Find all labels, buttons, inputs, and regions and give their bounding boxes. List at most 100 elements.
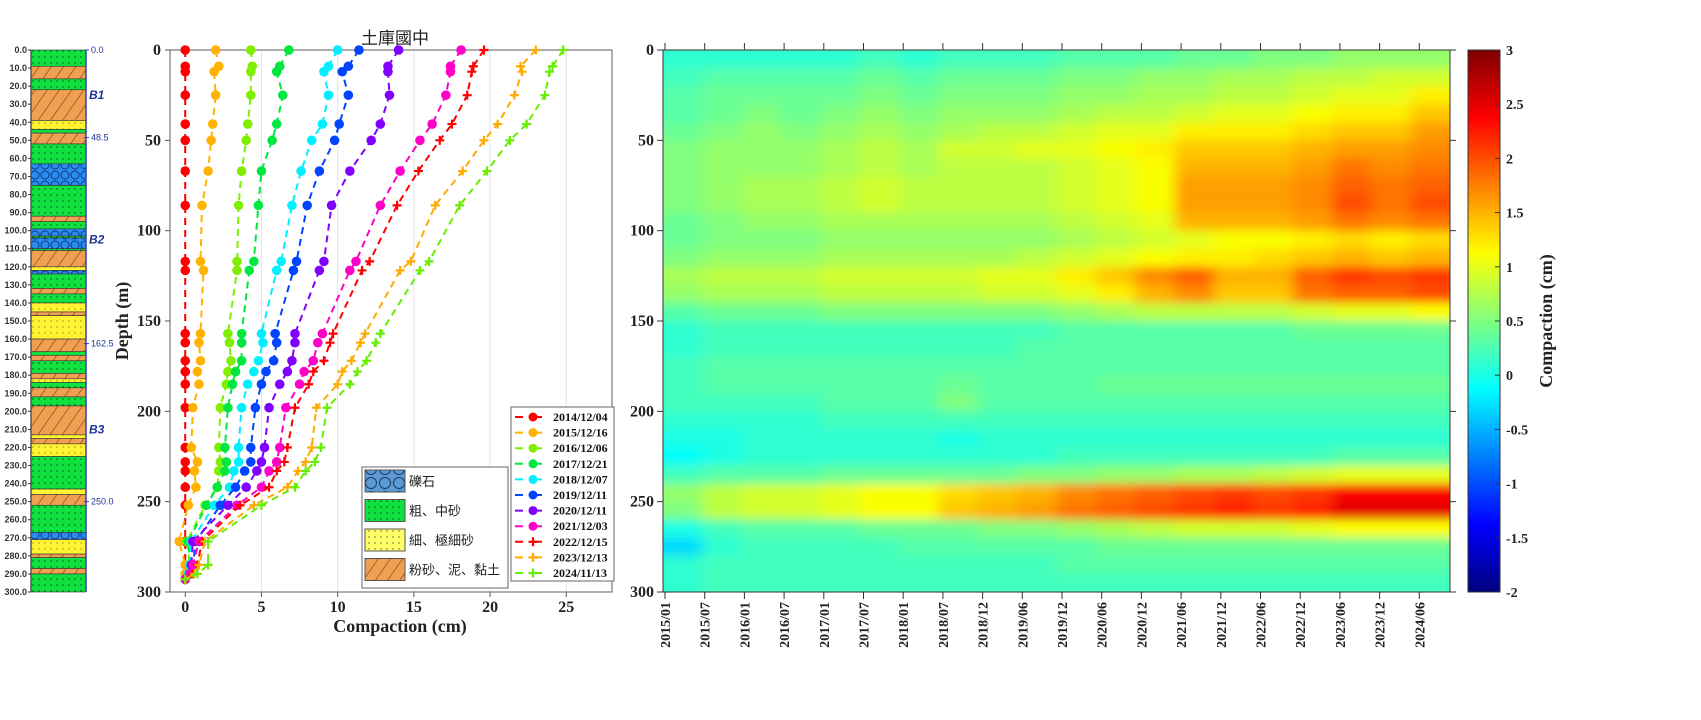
data-point — [230, 482, 241, 493]
data-point — [314, 265, 325, 276]
heatmap-cell — [1213, 284, 1254, 304]
heatmap-cell — [1331, 104, 1372, 123]
heatmap-cell — [1095, 50, 1136, 69]
heatmap-cell — [781, 266, 821, 286]
heatmap-cell — [702, 429, 743, 448]
heatmap-cell — [1017, 483, 1057, 503]
heatmap-cell — [1292, 122, 1333, 141]
data-point — [203, 560, 213, 570]
heatmap-cell — [859, 321, 900, 340]
heatmap-cell — [938, 104, 979, 123]
heatmap-cell — [1056, 284, 1097, 304]
heatmap-cell — [1174, 50, 1215, 69]
heatmap-cell — [1253, 194, 1294, 214]
data-point — [236, 402, 247, 413]
data-point — [233, 200, 244, 211]
heatmap-cell — [1331, 411, 1372, 430]
data-point — [180, 402, 191, 413]
data-point — [301, 466, 311, 476]
heatmap-cell — [1292, 284, 1333, 304]
data-point — [256, 328, 267, 339]
heatmap-cell — [702, 573, 743, 592]
heatmap-cell — [1371, 411, 1412, 430]
heatmap-cell — [663, 393, 703, 412]
heatmap-cell — [1292, 104, 1333, 123]
x-tick-label: 2022/12 — [1294, 602, 1309, 648]
heatmap-cell — [859, 158, 900, 177]
layer-S — [30, 250, 87, 268]
legend-label: 2020/12/11 — [553, 504, 607, 518]
heatmap-cell — [663, 429, 703, 448]
data-point — [253, 355, 264, 366]
heatmap-cell — [663, 68, 703, 87]
heatmap-cell — [1253, 573, 1294, 592]
depth-label: 50.0 — [9, 135, 27, 145]
heatmap-cell — [1253, 501, 1294, 521]
heatmap-cell — [1292, 519, 1333, 539]
heatmap-cell — [938, 194, 979, 214]
data-point — [304, 379, 314, 389]
heatmap-cell — [781, 248, 821, 268]
heatmap-cell — [1371, 104, 1412, 123]
heatmap-cell — [1017, 266, 1057, 286]
heatmap-cell — [1095, 483, 1136, 503]
heatmap-cell — [1410, 158, 1450, 177]
x-tick-label: 2019/12 — [1056, 602, 1071, 648]
heatmap-cell — [977, 284, 1018, 304]
heatmap-cell — [1017, 447, 1057, 467]
heatmap-cell — [702, 248, 743, 268]
data-point — [197, 200, 207, 211]
x-tick-label: 2022/06 — [1255, 602, 1270, 648]
data-point — [271, 66, 282, 77]
heatmap-cell — [741, 104, 782, 123]
data-point — [235, 500, 245, 510]
legend-label: 礫石 — [409, 474, 435, 490]
data-point — [516, 61, 526, 71]
data-point — [352, 367, 362, 377]
heatmap-cell — [859, 212, 900, 232]
heatmap-cell — [1410, 429, 1450, 448]
data-point — [301, 457, 311, 467]
heatmap-cell — [1174, 122, 1215, 141]
data-point — [245, 442, 256, 453]
heatmap-cell — [899, 357, 939, 376]
heatmap-cell — [1213, 140, 1254, 159]
heatmap-cell — [1371, 86, 1412, 105]
heatmap-cell — [1095, 122, 1136, 141]
layer-F — [30, 120, 87, 130]
heatmap-cell — [1410, 104, 1450, 123]
heatmap-cell — [1017, 140, 1057, 159]
heatmap-cell — [781, 429, 821, 448]
heatmap-cell — [1056, 357, 1097, 376]
y-tick-label: 50 — [145, 132, 161, 149]
layer-C — [30, 396, 87, 407]
data-point — [210, 90, 221, 100]
heatmap-cell — [1213, 339, 1254, 358]
heatmap-cell — [1213, 573, 1254, 592]
heatmap-cell — [1095, 375, 1136, 394]
x-tick-label: 2018/01 — [897, 602, 912, 648]
data-point — [186, 442, 197, 453]
heatmap-cell — [859, 104, 900, 123]
heatmap-cell — [1095, 230, 1136, 250]
data-point — [308, 367, 318, 377]
heatmap-cell — [1095, 339, 1136, 358]
heatmap-cell — [1056, 104, 1097, 123]
unit-label: B2 — [89, 233, 105, 247]
legend-marker — [528, 537, 538, 547]
data-point — [180, 200, 191, 211]
heatmap-cell — [1253, 393, 1294, 412]
layer-C — [30, 573, 87, 593]
heatmap-cell — [859, 140, 900, 159]
data-point — [194, 379, 204, 390]
heatmap-cell — [820, 573, 861, 592]
layer-G — [30, 163, 87, 186]
heatmap-cell — [1056, 212, 1097, 232]
heatmap-cell — [1135, 519, 1176, 539]
heatmap-cell — [899, 158, 939, 177]
heatmap-cell — [702, 465, 743, 485]
depth-label: 0.0 — [14, 45, 27, 55]
heatmap-cell — [977, 429, 1018, 448]
heatmap-cell — [977, 230, 1018, 250]
